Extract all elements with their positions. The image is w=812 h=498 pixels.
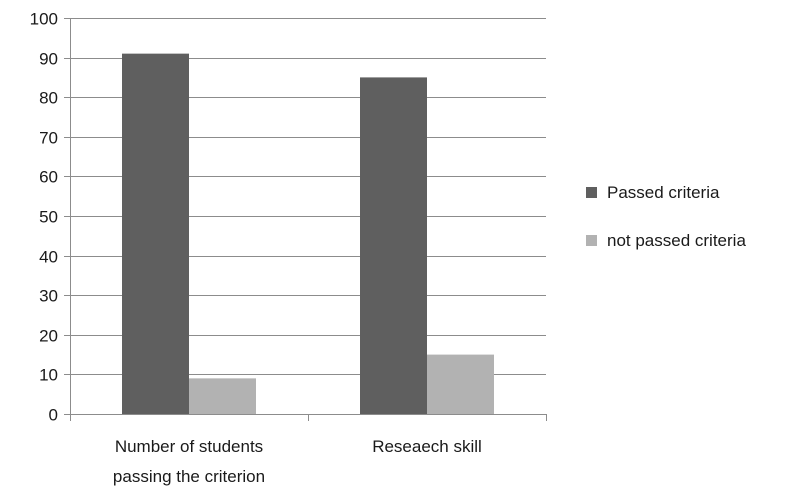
y-tick-label: 0 bbox=[49, 406, 58, 425]
legend-swatch bbox=[586, 187, 597, 198]
y-tick-label: 80 bbox=[39, 89, 58, 108]
legend: Passed criteria not passed criteria bbox=[586, 183, 746, 250]
y-tick-label: 40 bbox=[39, 248, 58, 267]
x-category-label: Reseaech skill bbox=[372, 437, 482, 456]
bar-passed-0 bbox=[122, 53, 189, 414]
axes bbox=[64, 18, 547, 421]
y-tick-label: 30 bbox=[39, 287, 58, 306]
y-tick-label: 70 bbox=[39, 129, 58, 148]
legend-label: not passed criteria bbox=[607, 231, 746, 250]
y-tick-label: 20 bbox=[39, 327, 58, 346]
y-axis-tick-labels: 0 10 20 30 40 50 60 70 80 90 100 bbox=[30, 10, 58, 425]
y-tick-label: 10 bbox=[39, 366, 58, 385]
legend-label: Passed criteria bbox=[607, 183, 720, 202]
bar-not-passed-1 bbox=[427, 354, 494, 414]
y-tick-label: 60 bbox=[39, 168, 58, 187]
y-tick-label: 90 bbox=[39, 50, 58, 69]
bar-not-passed-0 bbox=[189, 378, 256, 414]
y-tick-label: 50 bbox=[39, 208, 58, 227]
x-category-label: Number of students bbox=[115, 437, 263, 456]
legend-swatch bbox=[586, 235, 597, 246]
x-category-label: passing the criterion bbox=[113, 467, 265, 486]
bars bbox=[122, 53, 494, 415]
y-tick-label: 100 bbox=[30, 10, 58, 29]
bar-passed-1 bbox=[360, 77, 427, 415]
x-axis-category-labels: Number of students passing the criterion R… bbox=[113, 437, 482, 486]
